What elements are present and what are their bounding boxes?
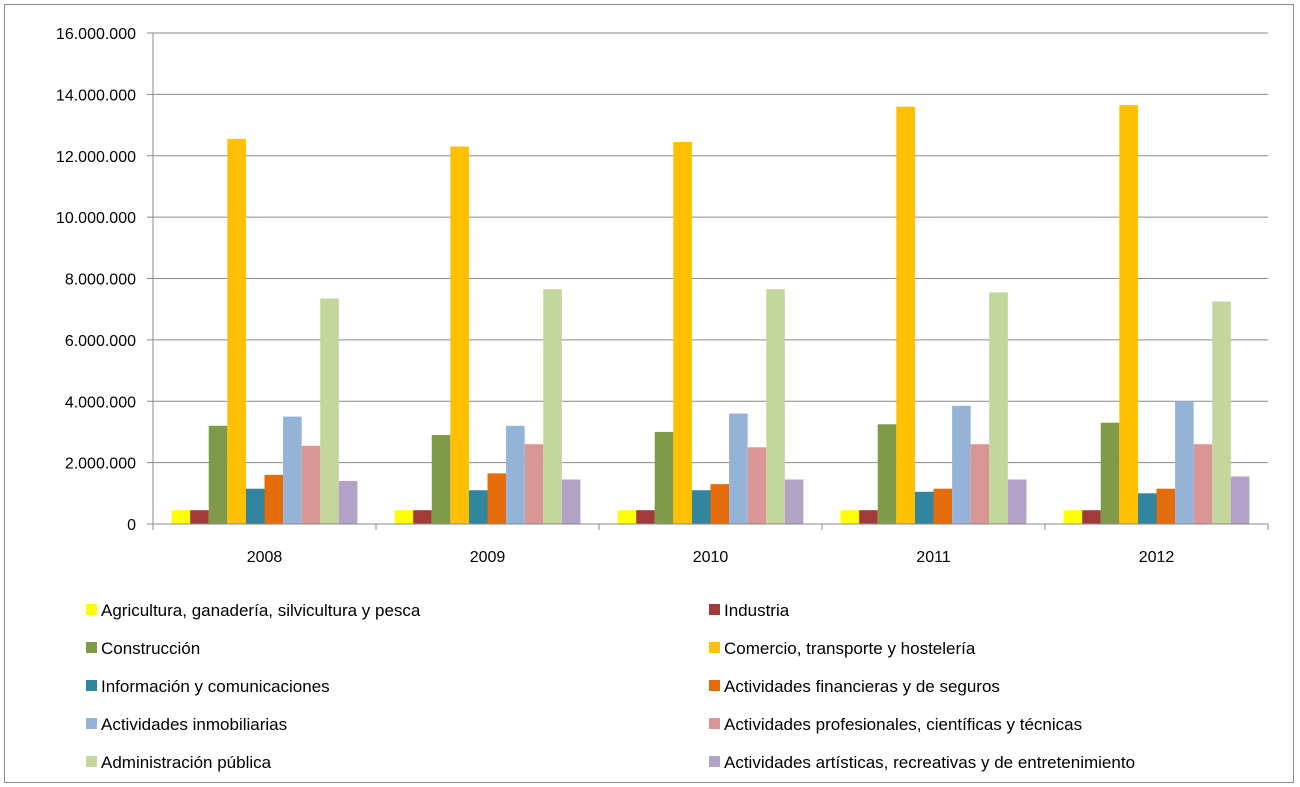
bar [1082,510,1101,524]
bar [654,431,674,524]
legend-label: Actividades inmobiliarias [101,715,287,734]
bar [450,146,469,524]
legend-swatch [86,718,97,729]
bar [1230,476,1250,524]
bar [543,289,562,524]
bars [171,105,1250,525]
legend-swatch [709,756,720,767]
bar [1156,488,1176,524]
bar [673,141,692,525]
bar [970,444,990,524]
bar [914,491,934,524]
legend-swatch [709,642,720,653]
bar [1063,510,1083,524]
x-tick-label: 2010 [693,549,729,566]
legend-swatch [86,756,97,767]
bar [840,510,860,524]
bar [245,488,265,524]
bar [877,424,897,524]
bar [171,510,191,524]
x-tick-label: 2012 [1139,549,1175,566]
bar [208,425,228,524]
legend-label: Información y comunicaciones [101,677,330,696]
bar [710,484,730,524]
bar [1100,422,1120,524]
bar [431,435,451,524]
bar [729,413,748,524]
legend-label: Industria [724,601,790,620]
bar [933,488,953,524]
bar [691,490,711,524]
x-tick-label: 2011 [916,549,951,566]
y-tick-label: 12.000.000 [56,149,136,166]
bar [506,425,525,524]
bar [283,416,302,524]
x-axis-tick-labels: 2008 2009 2010 2011 2012 [247,549,1175,566]
bar [952,405,971,524]
legend-label: Actividades profesionales, científicas y… [724,715,1082,734]
bar [524,444,544,524]
legend-swatch [709,680,720,691]
bar [859,510,878,524]
y-tick-label: 8.000.000 [65,272,136,289]
bar [1007,479,1027,524]
bar [1212,301,1231,524]
y-tick-label: 10.000.000 [56,210,136,227]
legend-label: Comercio, transporte y hostelería [724,639,976,658]
bar [1119,105,1138,524]
bar [264,474,284,524]
bar [617,510,637,524]
bar [561,479,581,524]
y-tick-label: 4.000.000 [65,394,136,411]
x-tick-label: 2009 [470,549,506,566]
bar [413,510,432,524]
legend-swatch [86,642,97,653]
legend-label: Actividades financieras y de seguros [724,677,1000,696]
legend-swatch [709,718,720,729]
bar [766,289,785,524]
chart-frame [4,4,1294,783]
bar [784,479,804,524]
bar [1193,444,1213,524]
y-tick-label: 6.000.000 [65,333,136,350]
legend-swatch [709,604,720,615]
bar [227,138,246,524]
bar [747,447,767,524]
bar [320,298,339,524]
bar [190,510,209,524]
y-tick-label: 2.000.000 [65,456,136,473]
bar [487,473,507,524]
axes [152,33,1269,530]
legend-swatch [86,604,97,615]
bar [989,292,1008,524]
legend-label: Construcción [101,639,200,658]
x-tick-label: 2008 [247,549,283,566]
bar [338,481,358,524]
bar [1137,493,1157,524]
y-axis-tick-labels: 0 2.000.000 4.000.000 6.000.000 8.000.000 10.… [56,26,136,534]
y-tick-label: 16.000.000 [56,26,136,43]
legend-label: Administración pública [101,753,272,772]
bar [636,510,655,524]
bar [468,490,488,524]
legend: Agricultura, ganadería, silvicultura y p… [86,601,1135,772]
bar [394,510,414,524]
legend-label: Actividades artísticas, recreativas y de… [724,753,1135,772]
bar [301,445,321,524]
bar [1175,401,1194,524]
bar [896,106,915,525]
y-tick-label: 14.000.000 [56,87,136,104]
legend-swatch [86,680,97,691]
legend-label: Agricultura, ganadería, silvicultura y p… [101,601,421,620]
y-tick-label: 0 [127,517,136,534]
